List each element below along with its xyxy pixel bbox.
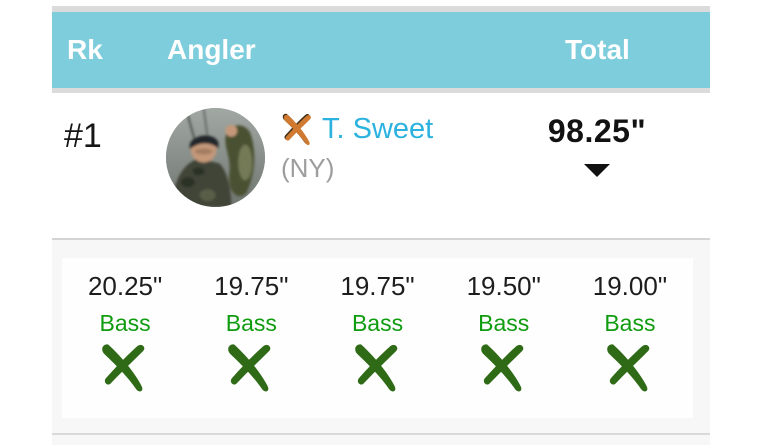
catch-card: 20.25" Bass 19.75" Bass 19.75" Bass 19.5… <box>62 258 693 418</box>
avatar-photo-illustration <box>166 108 265 207</box>
catch-species: Bass <box>351 310 404 336</box>
catch-species: Bass <box>225 310 277 336</box>
catch-cell: 20.25" Bass <box>62 258 188 418</box>
catch-length: 20.25" <box>87 271 163 301</box>
catch-species: Bass <box>99 310 151 336</box>
next-row-peek <box>52 435 710 445</box>
brand-x-icon <box>282 113 311 146</box>
catch-species: Bass <box>478 310 530 336</box>
angler-name-link[interactable]: T. Sweet <box>322 113 434 145</box>
leader-row[interactable]: #1 <box>52 93 710 238</box>
rank-column-header: Rk <box>67 34 103 65</box>
top-border-strip <box>52 6 710 12</box>
green-x-icon <box>480 344 524 392</box>
row-divider <box>52 238 710 240</box>
catch-cell: 19.75" Bass <box>188 258 314 418</box>
header-bottom-strip <box>52 88 710 93</box>
green-x-icon <box>102 344 145 392</box>
angler-column-header: Angler <box>167 34 256 65</box>
leaderboard-header: Rk Angler Total <box>52 12 710 88</box>
catch-cell: 19.00" Bass <box>567 258 693 418</box>
total-cell[interactable]: 98.25" <box>512 113 682 177</box>
angler-avatar <box>166 108 265 207</box>
catch-length: 19.75" <box>340 271 415 301</box>
catch-details-section: 20.25" Bass 19.75" Bass 19.75" Bass 19.5… <box>52 240 710 433</box>
section-divider <box>52 433 710 435</box>
angler-state: (NY) <box>281 153 335 183</box>
total-value: 98.25" <box>547 113 647 149</box>
catch-cell: 19.75" Bass <box>314 258 440 418</box>
catch-species: Bass <box>604 310 656 336</box>
green-x-icon <box>228 344 271 392</box>
caret-down-icon[interactable] <box>584 164 610 177</box>
catch-length: 19.50" <box>466 271 541 301</box>
green-x-icon <box>354 344 397 392</box>
total-column-header: Total <box>565 34 630 65</box>
catch-length: 19.75" <box>214 271 289 301</box>
green-x-icon <box>607 344 650 392</box>
catch-length: 19.00" <box>592 271 668 301</box>
catch-cell: 19.50" Bass <box>441 258 567 418</box>
rank-value: #1 <box>64 117 102 155</box>
